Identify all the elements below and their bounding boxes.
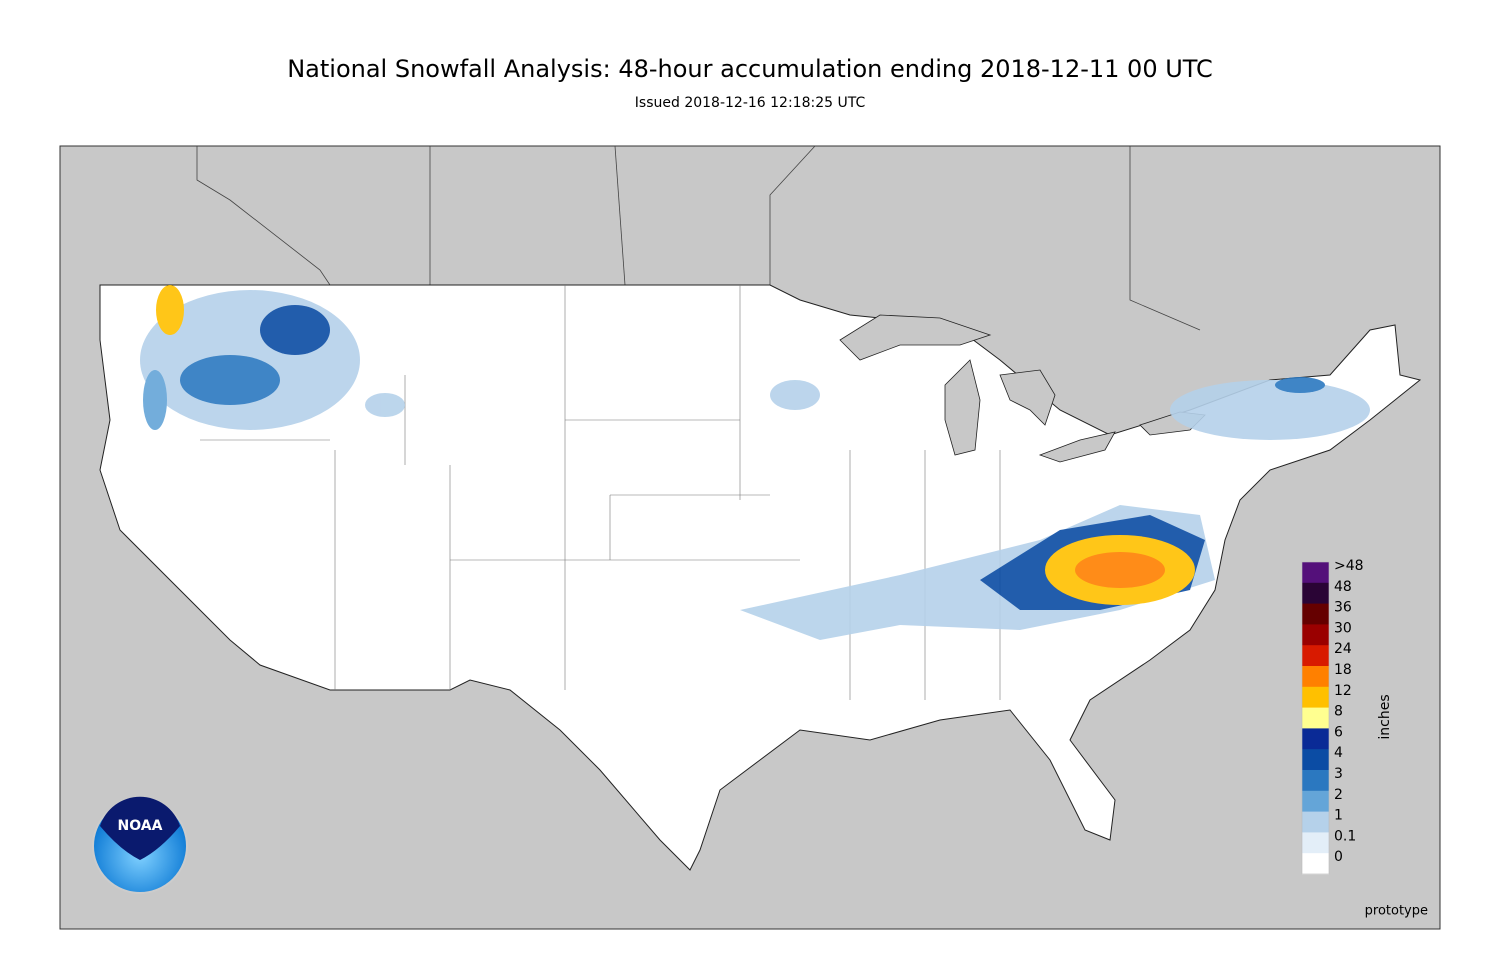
colorbar-label: >48 bbox=[1334, 558, 1364, 574]
colorbar-swatch bbox=[1302, 624, 1329, 646]
colorbar: >48 48 36 30 24 18 12 8 6 4 3 2 1 0.1 0 bbox=[1301, 558, 1364, 875]
borders bbox=[196, 145, 1201, 331]
colorbar-label: 30 bbox=[1334, 620, 1352, 636]
colorbar-swatch bbox=[1302, 790, 1329, 813]
colorbar-label: 24 bbox=[1334, 641, 1352, 657]
colorbar-label: 0.1 bbox=[1334, 828, 1356, 844]
logo-text: NOAA bbox=[118, 818, 163, 834]
great-lakes bbox=[839, 314, 1206, 463]
colorbar-swatch bbox=[1302, 562, 1329, 584]
colorbar-frame bbox=[1301, 561, 1330, 875]
snow-cover bbox=[140, 285, 1370, 640]
footer-note: prototype bbox=[1365, 904, 1428, 919]
colorbar-label: 3 bbox=[1334, 766, 1343, 782]
colorbar-swatch bbox=[1302, 707, 1329, 729]
colorbar-label: 6 bbox=[1334, 724, 1343, 740]
subtitle: Issued 2018-12-16 12:18:25 UTC bbox=[635, 95, 866, 111]
colorbar-swatch bbox=[1302, 686, 1329, 709]
colorbar-label: 8 bbox=[1334, 704, 1343, 720]
colorbar-swatch bbox=[1302, 770, 1329, 792]
colorbar-swatch bbox=[1302, 853, 1329, 875]
colorbar-swatch bbox=[1302, 811, 1329, 833]
colorbar-swatch bbox=[1302, 603, 1329, 625]
colorbar-swatch bbox=[1302, 666, 1329, 688]
colorbar-swatch bbox=[1302, 749, 1329, 771]
colorbar-unit: inches bbox=[1377, 694, 1393, 739]
colorbar-label: 4 bbox=[1334, 745, 1343, 761]
colorbar-label: 36 bbox=[1334, 600, 1352, 616]
colorbar-label: 1 bbox=[1334, 808, 1343, 824]
noaa-logo: NOAA bbox=[92, 796, 188, 894]
colorbar-label: 48 bbox=[1334, 579, 1352, 595]
title: National Snowfall Analysis: 48-hour accu… bbox=[287, 55, 1213, 83]
colorbar-label: 12 bbox=[1334, 683, 1352, 699]
colorbar-label: 0 bbox=[1334, 849, 1343, 865]
colorbar-swatch bbox=[1302, 728, 1329, 750]
colorbar-swatch bbox=[1302, 645, 1329, 667]
colorbar-swatch bbox=[1302, 832, 1329, 854]
map bbox=[59, 145, 1441, 930]
colorbar-label: 18 bbox=[1334, 662, 1352, 678]
colorbar-label: 2 bbox=[1334, 787, 1343, 803]
colorbar-swatch bbox=[1302, 582, 1329, 605]
